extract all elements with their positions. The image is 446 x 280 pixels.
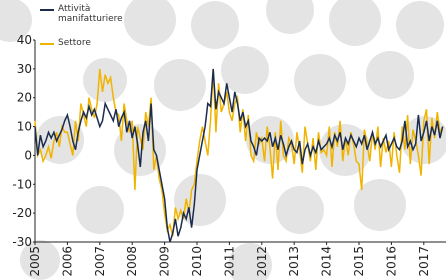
y-tick-label: 20: [17, 91, 32, 105]
x-tick-label: 2011: [222, 246, 236, 277]
y-tick-label: 10: [17, 120, 32, 134]
x-tick-label: 2006: [60, 246, 74, 277]
legend-item: Attività manifatturiere: [40, 4, 140, 24]
y-tick-label: 0: [24, 148, 32, 162]
x-tick-label: 2016: [384, 246, 398, 277]
legend-label: Settore: [58, 38, 140, 48]
chart-container: -30-20-100102030402005200620072008200920…: [0, 0, 446, 280]
legend: Attività manifatturiere Settore: [40, 4, 140, 62]
legend-item: Settore: [40, 38, 140, 48]
x-tick-label: 2012: [255, 246, 269, 277]
x-tick-label: 2005: [28, 246, 42, 277]
x-tick-label: 2008: [125, 246, 139, 277]
x-tick-label: 2009: [158, 246, 172, 277]
y-tick-label: 30: [17, 62, 32, 76]
y-tick-label: 40: [17, 33, 32, 47]
legend-swatch: [40, 9, 54, 11]
x-tick-label: 2017: [417, 246, 431, 277]
legend-label: Attività manifatturiere: [58, 4, 140, 24]
x-tick-label: 2014: [320, 246, 334, 277]
x-tick-label: 2013: [287, 246, 301, 277]
x-tick-label: 2010: [190, 246, 204, 277]
x-tick-label: 2015: [352, 246, 366, 277]
legend-swatch: [40, 43, 54, 45]
y-tick-label: -10: [12, 177, 32, 191]
y-tick-label: -20: [12, 206, 32, 220]
x-tick-label: 2007: [93, 246, 107, 277]
